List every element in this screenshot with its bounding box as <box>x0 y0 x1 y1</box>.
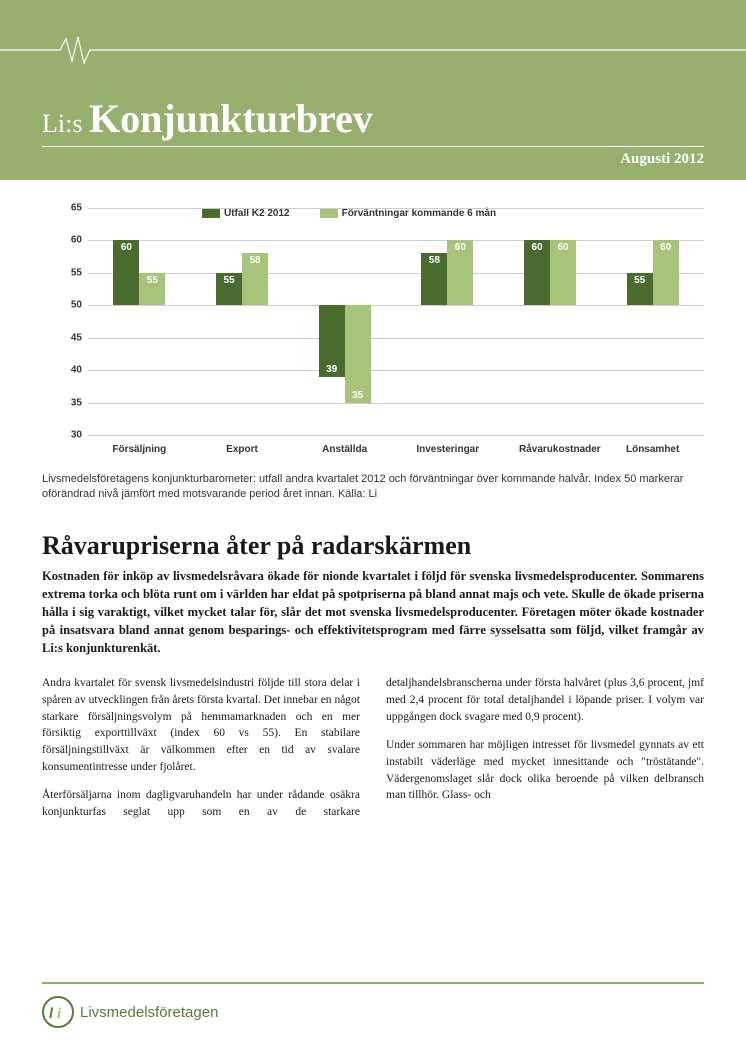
bar-value-label: 60 <box>524 242 550 253</box>
y-axis-label: 55 <box>60 267 82 278</box>
bar-group: 5860Investeringar <box>416 208 478 435</box>
bar: 55 <box>139 273 165 305</box>
y-axis-label: 30 <box>60 430 82 441</box>
bar-value-label: 60 <box>447 242 473 253</box>
pulse-line-icon <box>0 35 746 65</box>
grid-line <box>88 403 704 404</box>
bar-value-label: 60 <box>653 242 679 253</box>
bar: 60 <box>447 240 473 305</box>
svg-text:i: i <box>57 1006 62 1022</box>
article-paragraph: Under sommaren har möjligen intresset fö… <box>386 737 704 804</box>
grid-line <box>88 208 704 209</box>
y-axis-label: 35 <box>60 397 82 408</box>
y-axis-label: 50 <box>60 300 82 311</box>
article-paragraph: Andra kvartalet för svensk livsmedelsind… <box>42 675 360 775</box>
article-lead: Kostnaden för inköp av livsmedelsråvara … <box>42 567 704 658</box>
bar-chart: Utfall K2 2012Förväntningar kommande 6 m… <box>42 202 704 462</box>
article: Råvarupriserna åter på radarskärmen Kost… <box>42 531 704 821</box>
bar: 58 <box>242 253 268 305</box>
grid-line <box>88 370 704 371</box>
bar-value-label: 60 <box>550 242 576 253</box>
svg-text:l: l <box>49 1006 54 1022</box>
article-title: Råvarupriserna åter på radarskärmen <box>42 531 704 561</box>
bar-value-label: 55 <box>627 275 653 286</box>
bar-group: 5558Export <box>211 208 273 435</box>
y-axis-label: 60 <box>60 235 82 246</box>
header-title-small: Li:s <box>42 109 89 138</box>
x-axis-label: Anställda <box>314 444 376 455</box>
x-axis-label: Försäljning <box>108 444 170 455</box>
x-axis-label: Export <box>211 444 273 455</box>
bar-group: 5560Lönsamhet <box>622 208 684 435</box>
y-axis-label: 65 <box>60 203 82 214</box>
header-divider <box>42 146 704 147</box>
header-title: Li:s Konjunkturbrev <box>42 95 373 142</box>
x-axis-label: Råvarukostnader <box>519 444 581 455</box>
footer-org-name: Livsmedelsföretagen <box>80 1004 218 1021</box>
bar: 60 <box>524 240 550 305</box>
bar-value-label: 58 <box>242 255 268 266</box>
header-title-large: Konjunkturbrev <box>89 96 373 141</box>
header-date: Augusti 2012 <box>620 151 704 168</box>
y-axis-label: 40 <box>60 365 82 376</box>
bar-value-label: 35 <box>345 390 371 401</box>
grid-line <box>88 338 704 339</box>
bar-group: 3935Anställda <box>314 208 376 435</box>
bar-group: 6060Råvarukostnader <box>519 208 581 435</box>
bar: 60 <box>653 240 679 305</box>
article-columns: Andra kvartalet för svensk livsmedelsind… <box>42 675 704 820</box>
footer-rule <box>42 982 704 984</box>
bar: 60 <box>113 240 139 305</box>
y-axis-label: 45 <box>60 332 82 343</box>
bar: 39 <box>319 305 345 376</box>
x-axis-label: Investeringar <box>416 444 478 455</box>
chart-caption: Livsmedelsföretagens konjunkturbarometer… <box>42 472 704 503</box>
bar-value-label: 55 <box>139 275 165 286</box>
page-footer: l i Livsmedelsföretagen <box>42 982 704 1028</box>
bar: 55 <box>216 273 242 305</box>
bar-value-label: 39 <box>319 364 345 375</box>
bar: 35 <box>345 305 371 402</box>
bar-value-label: 58 <box>421 255 447 266</box>
chart-plot: 30354045505560656055Försäljning5558Expor… <box>88 208 704 436</box>
logo-icon: l i <box>42 996 74 1028</box>
bar: 58 <box>421 253 447 305</box>
bar-value-label: 60 <box>113 242 139 253</box>
bar-value-label: 55 <box>216 275 242 286</box>
bar: 60 <box>550 240 576 305</box>
grid-line <box>88 305 704 306</box>
grid-line <box>88 435 704 436</box>
x-axis-label: Lönsamhet <box>622 444 684 455</box>
bar-group: 6055Försäljning <box>108 208 170 435</box>
grid-line <box>88 240 704 241</box>
grid-line <box>88 273 704 274</box>
page-header: Li:s Konjunkturbrev Augusti 2012 <box>0 0 746 180</box>
footer-logo: l i Livsmedelsföretagen <box>42 996 704 1028</box>
bar: 55 <box>627 273 653 305</box>
